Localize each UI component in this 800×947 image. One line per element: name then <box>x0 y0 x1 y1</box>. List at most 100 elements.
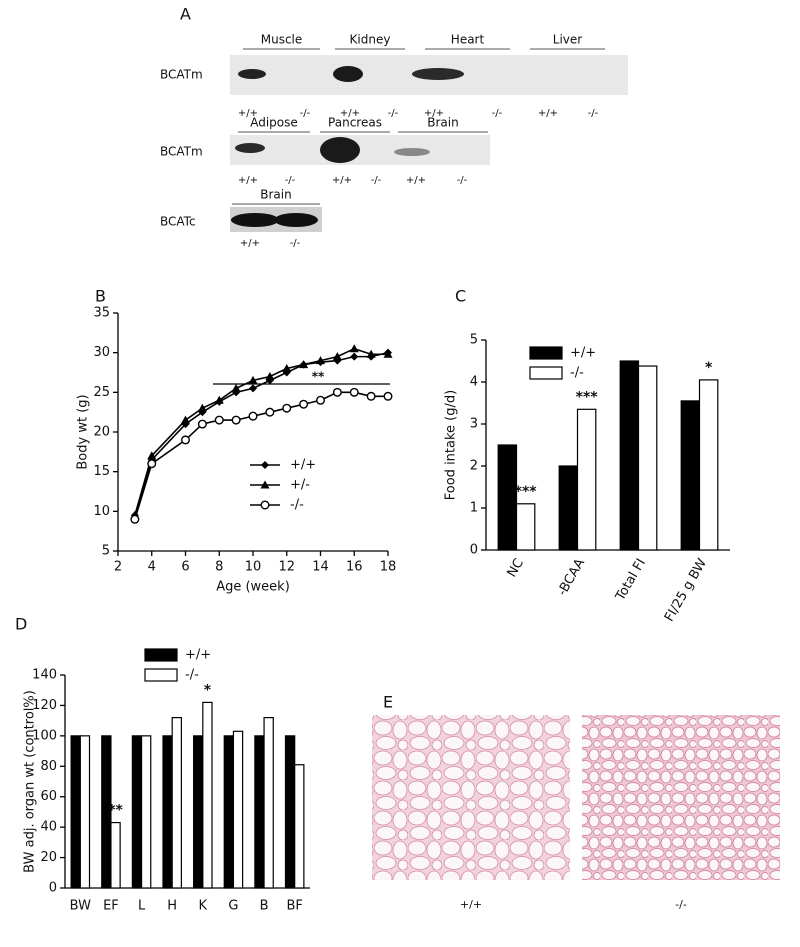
marker <box>260 500 270 510</box>
marker <box>366 391 376 401</box>
annotation: * <box>705 360 713 376</box>
bar <box>294 764 305 889</box>
legend-swatch <box>529 346 563 360</box>
marker <box>214 395 224 404</box>
x-tick-label: B <box>260 899 269 914</box>
y-tick-label: 20 <box>40 850 57 865</box>
y-tick-label: 4 <box>470 375 478 390</box>
genotype-label: -/- <box>290 238 301 249</box>
histology-image <box>582 715 780 880</box>
bar <box>263 716 274 889</box>
blot-band <box>333 66 363 82</box>
panel-label: E <box>383 693 393 712</box>
marker <box>197 419 207 429</box>
tissue-label: Adipose <box>250 116 298 130</box>
x-tick-label: 8 <box>215 560 223 575</box>
bar <box>70 735 81 889</box>
genotype-label: +/+ <box>340 108 360 119</box>
genotype-label: +/+ <box>332 175 352 186</box>
blot-band <box>412 68 464 80</box>
marker <box>197 403 207 412</box>
series-line <box>134 347 388 516</box>
protein-label: BCATm <box>160 145 203 159</box>
x-tick-label: H <box>167 899 177 914</box>
genotype-label: +/+ <box>240 238 260 249</box>
bar <box>193 735 204 889</box>
bar <box>140 735 152 889</box>
y-tick-label: 0 <box>49 881 57 896</box>
y-tick-label: 30 <box>93 345 110 360</box>
genotype-label: -/- <box>675 898 687 911</box>
blot-band <box>231 213 279 227</box>
genotype-label: +/+ <box>538 108 558 119</box>
bar <box>515 503 536 551</box>
marker <box>265 407 275 417</box>
y-axis-label: Food intake (g/d) <box>444 390 459 500</box>
legend-label: -/- <box>290 498 304 513</box>
bar <box>680 400 701 551</box>
bar <box>637 365 658 551</box>
y-tick-label: 5 <box>102 544 110 559</box>
marker <box>147 459 157 469</box>
x-tick-label: BW <box>70 899 91 914</box>
bar <box>223 735 235 889</box>
marker <box>130 514 140 524</box>
legend-swatch <box>144 668 178 682</box>
marker <box>349 344 359 353</box>
marker <box>214 415 224 425</box>
marker <box>231 415 241 425</box>
legend-swatch <box>529 366 563 380</box>
tissue-label: Pancreas <box>328 116 382 130</box>
marker <box>299 360 309 369</box>
marker <box>180 435 190 445</box>
blot-band <box>238 69 266 79</box>
bar <box>101 735 112 889</box>
legend-label: +/+ <box>570 346 596 361</box>
bar <box>79 735 91 889</box>
y-tick-label: 20 <box>93 425 110 440</box>
blot-band <box>394 148 430 156</box>
legend-label: +/- <box>290 478 310 493</box>
y-tick-label: 40 <box>40 820 57 835</box>
blot-band <box>320 137 360 163</box>
y-tick-label: 100 <box>32 728 57 743</box>
genotype-label: +/+ <box>460 898 482 911</box>
bar <box>576 408 597 551</box>
tissue-label: Muscle <box>261 33 303 47</box>
genotype-label: -/- <box>285 175 296 186</box>
genotype-label: +/+ <box>406 175 426 186</box>
y-tick-label: 35 <box>93 306 110 321</box>
series-line <box>134 391 388 520</box>
marker <box>383 391 393 401</box>
annotation: *** <box>515 484 538 500</box>
annotation: ** <box>312 370 325 384</box>
bar <box>497 444 518 551</box>
marker <box>349 387 359 397</box>
marker <box>147 451 157 460</box>
y-tick-label: 80 <box>40 759 57 774</box>
y-tick-label: 5 <box>470 333 478 348</box>
x-tick-label: NC <box>505 556 527 580</box>
y-tick-label: 3 <box>470 417 478 432</box>
bar <box>202 701 213 889</box>
genotype-label: -/- <box>588 108 599 119</box>
x-tick-label: 16 <box>346 560 363 575</box>
x-tick-label: FI/25 g BW <box>662 556 710 624</box>
bar <box>110 821 121 889</box>
bar <box>131 735 143 889</box>
legend-label: -/- <box>570 366 584 381</box>
legend-swatch <box>144 648 178 662</box>
panel-label: D <box>15 615 27 634</box>
x-tick-label: -BCAA <box>555 556 588 598</box>
x-tick-label: 10 <box>245 560 262 575</box>
protein-label: BCATm <box>160 68 203 82</box>
y-axis-label: Body wt (g) <box>76 394 91 469</box>
annotation: ** <box>108 803 123 819</box>
marker <box>366 349 376 358</box>
y-tick-label: 140 <box>32 668 57 683</box>
x-tick-label: 14 <box>312 560 329 575</box>
genotype-label: +/+ <box>424 108 444 119</box>
bar <box>558 465 579 551</box>
bar <box>254 735 265 889</box>
genotype-label: +/+ <box>238 108 258 119</box>
